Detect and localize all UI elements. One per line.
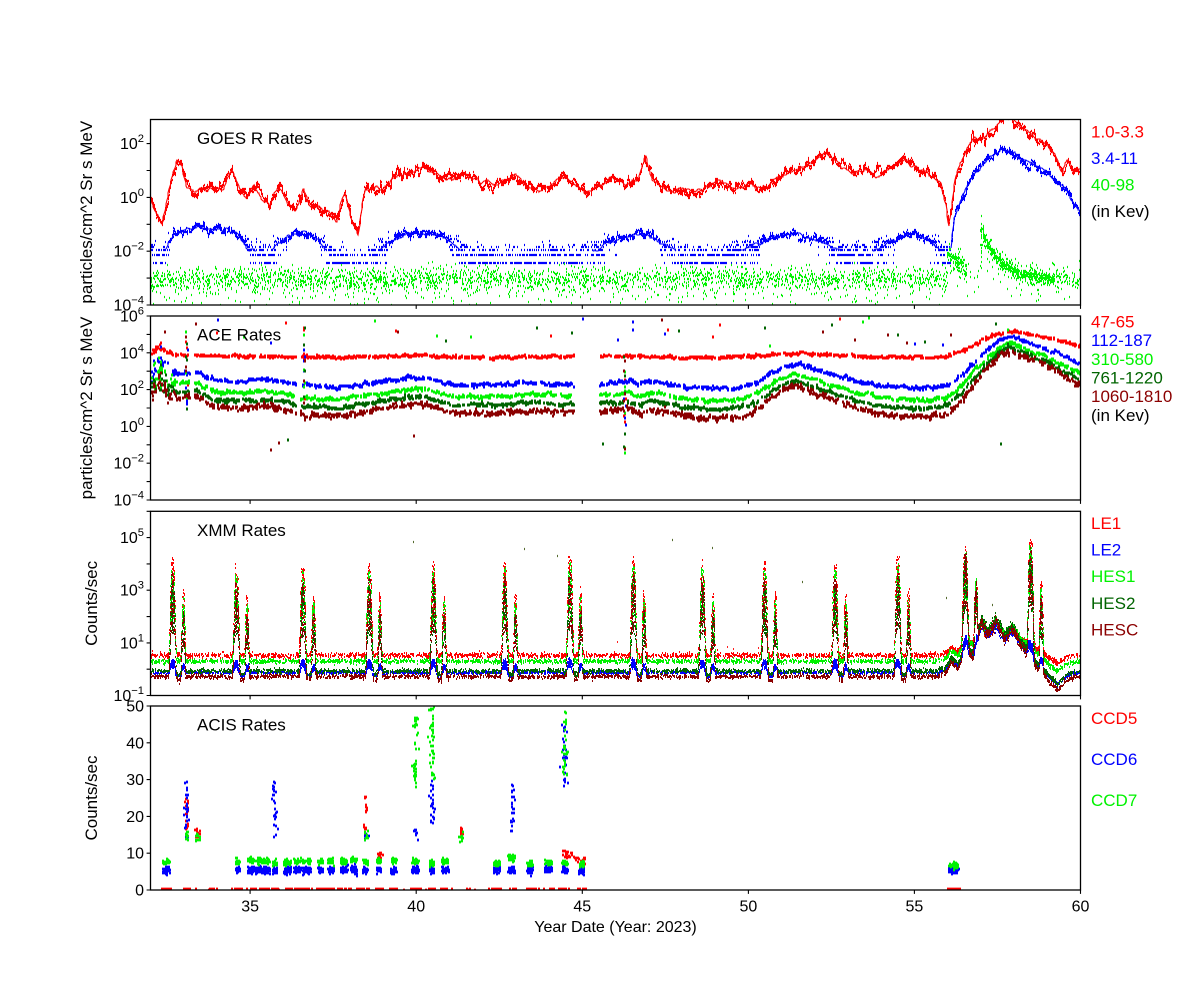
svg-text:ACE Rates: ACE Rates bbox=[197, 326, 281, 345]
svg-text:CCD7: CCD7 bbox=[1091, 791, 1137, 810]
svg-text:Counts/sec: Counts/sec bbox=[82, 755, 101, 841]
svg-text:10−4: 10−4 bbox=[113, 490, 144, 510]
svg-text:40-98: 40-98 bbox=[1091, 176, 1134, 195]
svg-text:1060-1810: 1060-1810 bbox=[1091, 387, 1172, 406]
svg-text:particles/cm^2 Sr s MeV: particles/cm^2 Sr s MeV bbox=[77, 316, 96, 499]
svg-text:45: 45 bbox=[573, 899, 591, 916]
svg-text:0: 0 bbox=[135, 883, 144, 900]
svg-text:Counts/sec: Counts/sec bbox=[82, 560, 101, 646]
svg-text:50: 50 bbox=[740, 899, 758, 916]
svg-text:HES1: HES1 bbox=[1091, 567, 1135, 586]
svg-text:50: 50 bbox=[126, 699, 144, 716]
svg-text:LE2: LE2 bbox=[1091, 541, 1121, 560]
svg-text:XMM Rates: XMM Rates bbox=[197, 521, 286, 540]
svg-text:particles/cm^2 Sr s MeV: particles/cm^2 Sr s MeV bbox=[77, 120, 96, 303]
svg-text:55: 55 bbox=[906, 899, 924, 916]
svg-text:35: 35 bbox=[241, 899, 259, 916]
svg-text:GOES R Rates: GOES R Rates bbox=[197, 129, 312, 148]
svg-text:HESC: HESC bbox=[1091, 621, 1138, 640]
svg-text:761-1220: 761-1220 bbox=[1091, 368, 1163, 387]
svg-text:Year Date (Year: 2023): Year Date (Year: 2023) bbox=[534, 919, 696, 936]
svg-text:HES2: HES2 bbox=[1091, 594, 1135, 613]
svg-text:20: 20 bbox=[126, 809, 144, 826]
svg-text:1.0-3.3: 1.0-3.3 bbox=[1091, 122, 1144, 141]
svg-text:40: 40 bbox=[407, 899, 425, 916]
svg-text:CCD6: CCD6 bbox=[1091, 750, 1137, 769]
svg-text:(in Kev): (in Kev) bbox=[1091, 202, 1150, 221]
svg-text:40: 40 bbox=[126, 735, 144, 752]
svg-text:CCD5: CCD5 bbox=[1091, 709, 1137, 728]
svg-text:(in Kev): (in Kev) bbox=[1091, 406, 1150, 425]
svg-text:10: 10 bbox=[126, 846, 144, 863]
svg-text:47-65: 47-65 bbox=[1091, 312, 1134, 331]
svg-text:310-580: 310-580 bbox=[1091, 350, 1153, 369]
svg-text:3.4-11: 3.4-11 bbox=[1091, 149, 1138, 168]
svg-text:60: 60 bbox=[1072, 899, 1090, 916]
svg-text:LE1: LE1 bbox=[1091, 514, 1121, 533]
svg-text:112-187: 112-187 bbox=[1091, 331, 1152, 350]
svg-text:ACIS Rates: ACIS Rates bbox=[197, 716, 286, 735]
svg-text:30: 30 bbox=[126, 772, 144, 789]
